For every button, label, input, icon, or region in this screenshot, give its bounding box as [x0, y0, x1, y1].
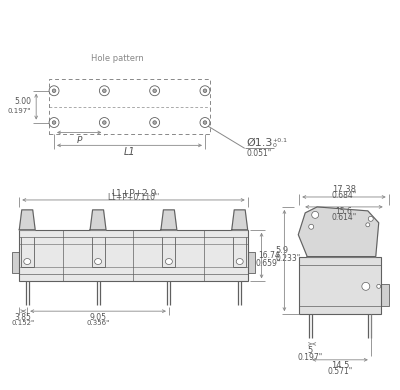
- Text: 5.00: 5.00: [14, 97, 31, 106]
- Text: L1: L1: [124, 147, 135, 157]
- Ellipse shape: [236, 259, 243, 264]
- Circle shape: [203, 121, 207, 124]
- Text: 0.684": 0.684": [331, 190, 356, 200]
- Text: 16.74: 16.74: [259, 251, 280, 260]
- Text: 0.197": 0.197": [298, 353, 323, 362]
- Text: 5: 5: [308, 346, 313, 355]
- Text: 0.614": 0.614": [331, 213, 356, 222]
- Text: 14.5: 14.5: [331, 361, 349, 370]
- Circle shape: [200, 86, 210, 96]
- Text: 5.9: 5.9: [276, 246, 288, 255]
- Circle shape: [150, 86, 160, 96]
- Circle shape: [312, 211, 319, 218]
- Bar: [19, 230, 248, 281]
- Bar: [12, 252, 19, 273]
- Polygon shape: [298, 207, 379, 257]
- Bar: [248, 252, 255, 273]
- Polygon shape: [232, 210, 248, 230]
- Bar: [49, 79, 210, 135]
- Text: 0: 0: [272, 143, 276, 148]
- Bar: [381, 284, 389, 306]
- Text: 3.85: 3.85: [15, 313, 32, 322]
- Text: Hole pattern: Hole pattern: [91, 55, 144, 64]
- Text: L1+P+2.9: L1+P+2.9: [111, 188, 156, 197]
- Ellipse shape: [94, 259, 102, 264]
- Text: 9.05: 9.05: [90, 313, 106, 322]
- Circle shape: [200, 117, 210, 128]
- Circle shape: [49, 117, 59, 128]
- Text: Ø1.3: Ø1.3: [247, 137, 273, 147]
- Bar: [299, 257, 381, 314]
- Polygon shape: [161, 210, 177, 230]
- Polygon shape: [19, 210, 35, 230]
- Text: 0.197": 0.197": [8, 108, 31, 113]
- Circle shape: [362, 282, 370, 290]
- Ellipse shape: [166, 259, 172, 264]
- Circle shape: [99, 86, 109, 96]
- Text: 0.051": 0.051": [247, 149, 272, 158]
- Circle shape: [377, 284, 381, 288]
- Circle shape: [153, 121, 156, 124]
- Circle shape: [49, 86, 59, 96]
- Text: 0.233": 0.233": [276, 254, 301, 263]
- Text: 0.659": 0.659": [255, 259, 280, 268]
- Circle shape: [102, 121, 106, 124]
- Circle shape: [150, 117, 160, 128]
- Circle shape: [102, 89, 106, 92]
- Circle shape: [366, 223, 370, 227]
- Circle shape: [203, 89, 207, 92]
- Text: 15.6: 15.6: [336, 207, 352, 216]
- Text: P: P: [76, 136, 82, 145]
- Text: 0.356": 0.356": [86, 320, 110, 326]
- Text: L1+P+0.110'': L1+P+0.110'': [107, 193, 160, 202]
- Ellipse shape: [24, 259, 31, 264]
- Circle shape: [52, 89, 56, 92]
- Circle shape: [153, 89, 156, 92]
- Text: 0.571": 0.571": [327, 367, 353, 376]
- Text: 0.152": 0.152": [12, 320, 35, 326]
- Circle shape: [309, 224, 314, 229]
- Circle shape: [52, 121, 56, 124]
- Circle shape: [99, 117, 109, 128]
- Text: +0.1: +0.1: [272, 138, 288, 143]
- Text: 17.38: 17.38: [332, 184, 356, 193]
- Circle shape: [368, 216, 373, 221]
- Polygon shape: [90, 210, 106, 230]
